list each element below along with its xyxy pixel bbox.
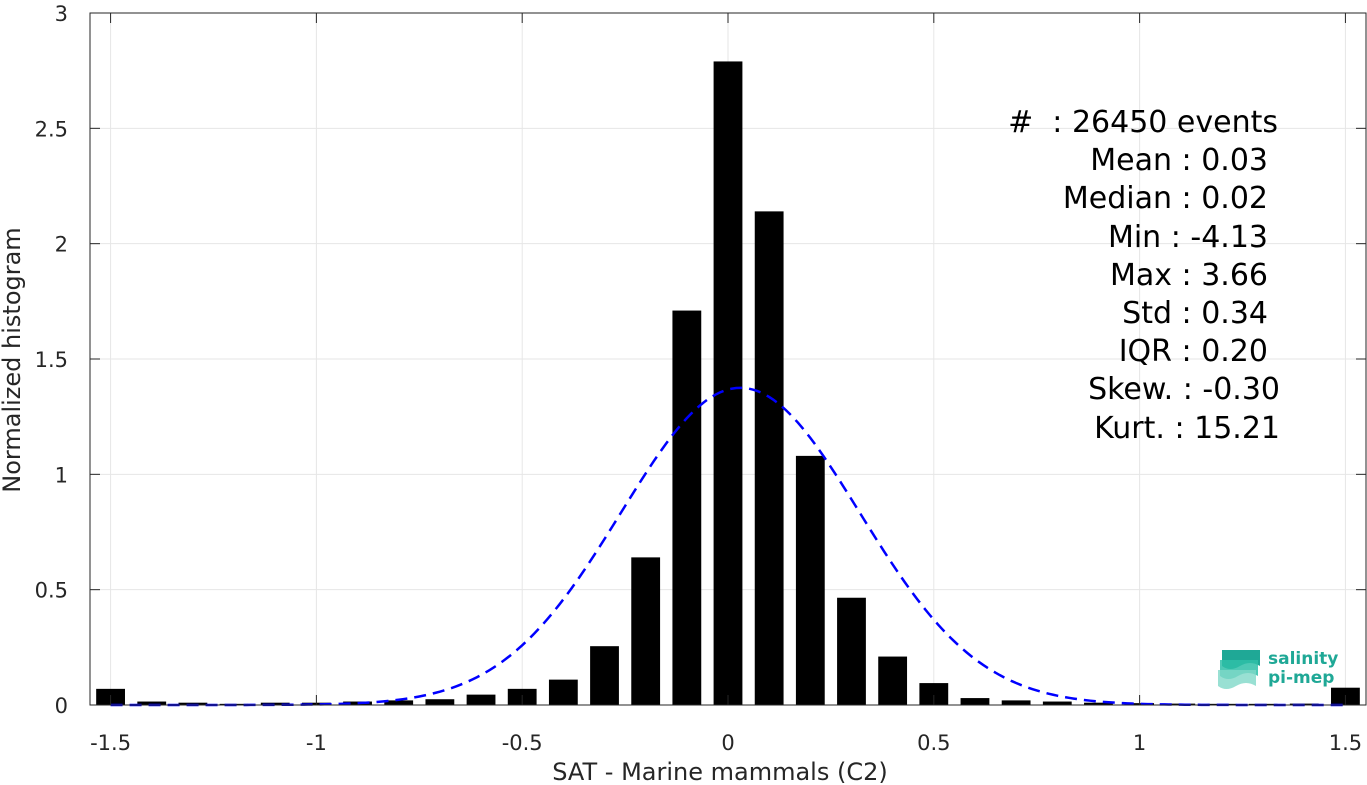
y-tick-label: 1 — [55, 463, 68, 487]
stat-count: # : 26450 events — [1008, 105, 1278, 140]
y-axis-label: Normalized histogram — [0, 227, 26, 492]
y-tick-label: 0 — [55, 694, 68, 718]
x-tick-label: -1 — [306, 731, 327, 755]
histogram-bar — [631, 557, 661, 705]
x-tick-label: 1.5 — [1329, 731, 1362, 755]
x-tick-label: -1.5 — [90, 731, 131, 755]
x-tick-label: -0.5 — [502, 731, 543, 755]
y-tick-label: 2.5 — [35, 117, 68, 141]
logo-text-salinity: salinity — [1268, 649, 1339, 669]
histogram-bar — [1001, 700, 1031, 705]
histogram-bar — [960, 698, 990, 705]
stat-mean: Mean : 0.03 — [1090, 143, 1268, 179]
histogram-bar — [878, 656, 908, 705]
y-tick-label: 1.5 — [35, 348, 68, 372]
histogram-bar — [672, 310, 702, 705]
histogram-bar — [754, 211, 784, 705]
x-tick-label: 1 — [1133, 731, 1146, 755]
histogram-bar — [384, 700, 414, 705]
histogram-bar — [1042, 701, 1072, 705]
stat-std: Std : 0.34 — [1122, 295, 1268, 331]
stat-skew: Skew. : -0.30 — [1088, 372, 1280, 408]
stat-min: Min : -4.13 — [1107, 219, 1268, 255]
stat-iqr: IQR : 0.20 — [1118, 334, 1268, 370]
histogram-bar — [425, 699, 455, 705]
histogram-bar — [837, 597, 866, 705]
histogram-bar — [1084, 702, 1113, 705]
histogram-bar — [590, 646, 619, 705]
logo-waves-icon — [1218, 650, 1260, 689]
stat-kurt: Kurt. : 15.21 — [1094, 410, 1280, 446]
logo-text-pimep: pi-mep — [1268, 668, 1335, 688]
y-tick-label: 0.5 — [35, 579, 68, 603]
histogram-bar — [919, 683, 949, 705]
histogram-bar — [466, 694, 496, 705]
y-tick-label: 2 — [55, 233, 68, 257]
histogram-bar — [713, 61, 743, 705]
histogram-bar — [137, 701, 167, 705]
x-tick-label: 0 — [721, 731, 734, 755]
x-axis-label: SAT - Marine mammals (C2) — [552, 758, 887, 785]
stat-max: Max : 3.66 — [1110, 257, 1268, 293]
stat-median: Median : 0.02 — [1062, 181, 1268, 217]
histogram-bars — [96, 61, 1360, 705]
histogram-bar — [795, 455, 825, 705]
histogram-bar — [343, 701, 372, 705]
histogram-bar — [548, 679, 578, 705]
x-tick-label: 0.5 — [917, 731, 950, 755]
y-tick-label: 3 — [55, 2, 68, 26]
axis-ticks: -1.5 -1 -0.5 0 0.5 1 1.5 0 0.5 1 1.5 2 2.5 3 — [35, 2, 1366, 755]
histogram-bar — [260, 702, 290, 705]
statistics-box: # : 26450 events Mean : 0.03 Median : 0.… — [960, 104, 1280, 448]
